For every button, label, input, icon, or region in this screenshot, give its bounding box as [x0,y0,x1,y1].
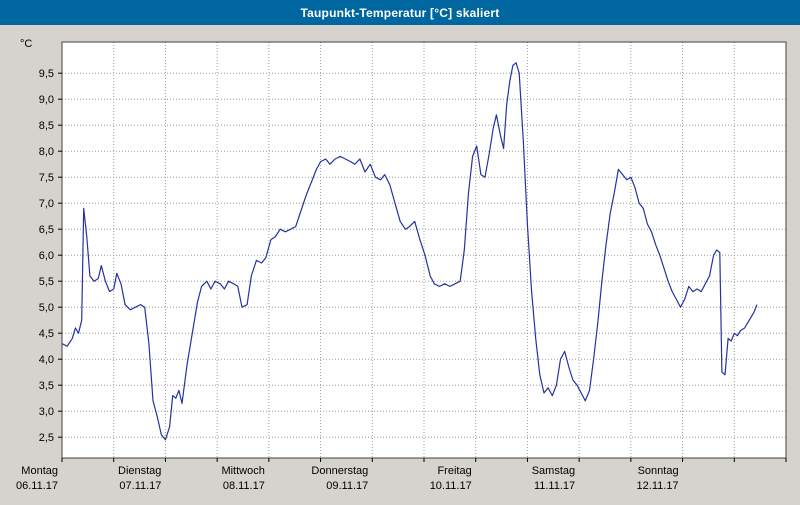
svg-text:8,5: 8,5 [39,120,54,132]
svg-text:4,5: 4,5 [39,328,54,340]
svg-text:3,0: 3,0 [39,406,54,418]
svg-text:9,5: 9,5 [39,68,54,80]
day-date-label: 11.11.17 [534,480,575,492]
day-name-label: Dienstag [118,465,161,477]
svg-text:9,0: 9,0 [39,94,54,106]
svg-text:5,0: 5,0 [39,302,54,314]
day-date-label: 07.11.17 [119,480,161,492]
svg-text:8,0: 8,0 [39,146,54,158]
gridlines [62,42,786,458]
svg-text:4,0: 4,0 [39,354,54,366]
day-date-label: 08.11.17 [223,480,265,492]
day-date-label: 12.11.17 [637,480,679,492]
x-axis-labels: Montag 06.11.17 Dienstag 07.11.17 Mittwoch 08… [16,465,679,492]
chart-svg: 9,5 9,0 8,5 8,0 7,5 7,0 6,5 6,0 5,5 5,0 4,5 4,0 3,5 3… [16,38,787,492]
window-title: Taupunkt-Temperatur [°C] skaliert [300,5,500,20]
svg-text:6,0: 6,0 [39,250,54,262]
series-line-taupunkt [61,62,758,441]
axis-ticks [58,72,787,462]
svg-text:3,5: 3,5 [39,380,54,392]
window-titlebar: Taupunkt-Temperatur [°C] skaliert [0,0,800,25]
y-axis-labels: 9,5 9,0 8,5 8,0 7,5 7,0 6,5 6,0 5,5 5,0 4,5 4,0 3,5 3… [39,68,54,444]
svg-text:2,5: 2,5 [39,432,54,444]
day-name-label: Sonntag [638,465,679,477]
day-name-label: Samstag [532,465,575,477]
svg-text:7,5: 7,5 [39,172,54,184]
svg-text:6,5: 6,5 [39,224,54,236]
day-date-label: 09.11.17 [326,480,368,492]
day-date-label: 10.11.17 [430,480,472,492]
day-name-label: Freitag [437,465,471,477]
chart-area: 9,5 9,0 8,5 8,0 7,5 7,0 6,5 6,0 5,5 5,0 4,5 4,0 3,5 3… [0,25,800,500]
day-name-label: Montag [21,465,58,477]
day-name-label: Mittwoch [221,465,264,477]
y-axis-unit-label: °C [20,38,32,50]
day-date-label: 06.11.17 [16,480,58,492]
day-name-label: Donnerstag [311,465,368,477]
svg-text:7,0: 7,0 [39,198,54,210]
svg-text:5,5: 5,5 [39,276,54,288]
